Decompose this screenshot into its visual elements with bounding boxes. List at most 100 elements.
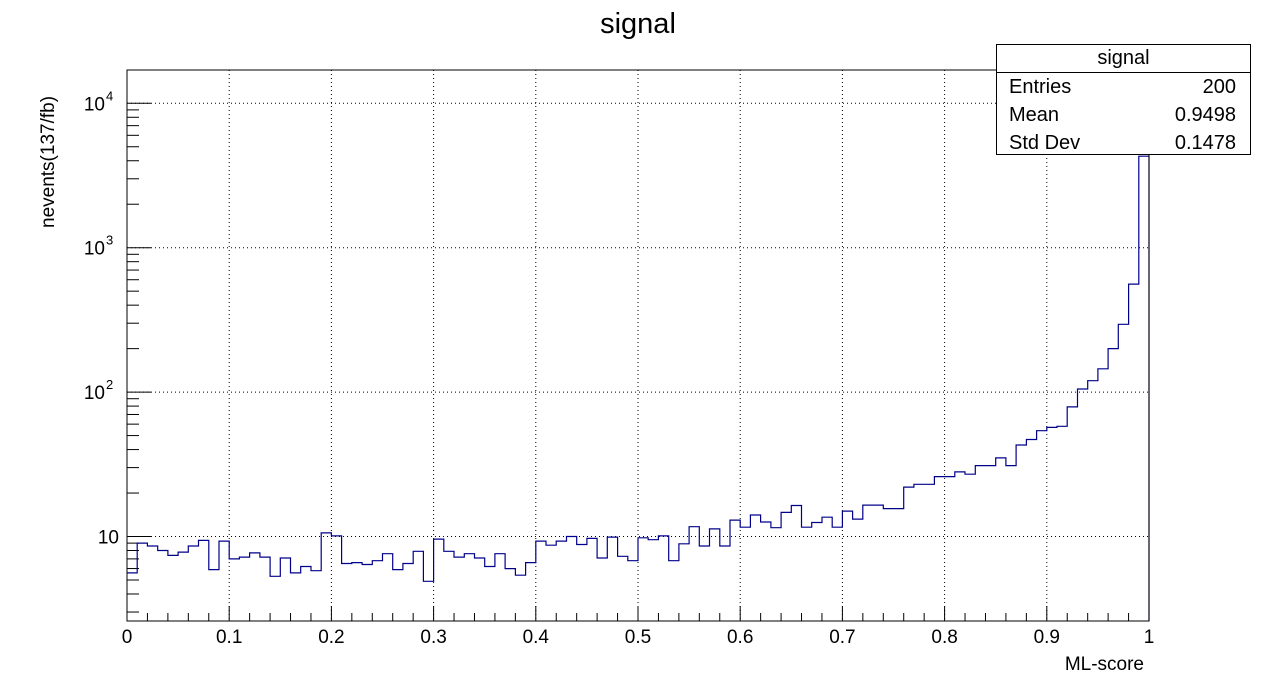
histogram-bin [771,528,781,621]
histogram-bin [474,558,484,621]
stats-label-stddev: Std Dev [1009,132,1081,154]
histogram-bin [209,570,219,621]
x-tick-label: 0.6 [727,627,753,648]
chart-title: signal [600,8,676,40]
y-tick-exponent: 2 [106,377,113,392]
histogram-bin [730,520,740,621]
histogram-bin [485,566,495,621]
stats-value-mean: 0.9498 [1174,104,1236,126]
histogram-bin [1129,284,1139,621]
histogram-bin [1108,349,1118,621]
x-tick-label: 0.8 [931,627,957,648]
histogram-bin [924,484,934,621]
histogram-bin [1047,427,1057,621]
histogram-bin [1139,156,1149,621]
histogram-bin [280,558,290,621]
y-axis-label: nevents(137/fb) [38,96,59,228]
x-axis-label: ML-score [1065,654,1144,675]
histogram-bin [413,551,423,621]
histogram-bin [965,474,975,621]
histogram-bin [219,541,229,621]
y-tick-exponent: 4 [106,88,113,103]
histogram-bin [383,554,393,621]
histogram-bin [505,569,515,621]
histogram-bin [934,477,944,621]
histogram-bin [894,509,904,621]
x-tick-label: 0.4 [523,627,550,648]
histogram-bin [423,581,433,621]
histogram-bin [372,561,382,621]
histogram-bin [454,557,464,621]
histogram-bin [301,566,311,621]
y-tick-label: 10 [84,383,105,404]
histogram-bin [822,517,832,621]
histogram-bin [147,546,157,621]
histogram-bin [1026,439,1036,621]
histogram-bin [618,556,628,621]
histogram-bin [168,555,178,621]
y-tick-label: 10 [98,528,119,549]
histogram-bin [556,541,566,621]
histogram-bin [260,557,270,621]
histogram-bin [750,515,760,621]
histogram-bin [199,540,209,621]
histogram-bin [434,539,444,621]
stats-row-mean: Mean 0.9498 [997,101,1250,129]
histogram-bin [362,565,372,621]
histogram-bin [791,505,801,621]
histogram-bin [710,529,720,621]
histogram-bin [904,487,914,621]
stats-value-stddev: 0.1478 [1174,132,1236,154]
histogram-bin [842,511,852,621]
histogram-bin [239,557,249,621]
histogram-bin [607,537,617,621]
histogram-bin [137,543,147,621]
histogram-outline [127,155,1150,621]
histogram-bin [873,505,883,621]
x-tick-label: 0.2 [318,627,344,648]
histogram-bin [648,540,658,621]
y-tick-exponent: 3 [106,233,113,248]
histogram-bin [1088,381,1098,621]
histogram-bin [311,571,321,621]
histogram-bin [658,536,668,621]
x-tick-label: 0.3 [420,627,446,648]
histogram-bin [689,527,699,621]
stats-box: signal Entries 200 Mean 0.9498 Std Dev 0… [996,44,1251,155]
y-tick-label: 10 [84,94,105,115]
plot-frame [126,69,1150,622]
histogram-bin [638,538,648,621]
stats-label-entries: Entries [1009,76,1072,98]
histogram-bin [536,541,546,621]
histogram-bin [526,563,536,621]
stats-row-stddev: Std Dev 0.1478 [997,129,1250,157]
histogram-bin [863,505,873,621]
histogram-bin [802,527,812,621]
x-tick-label: 1 [1144,627,1155,648]
histogram-bin [832,527,842,621]
histogram-bin [1016,445,1026,621]
histogram-bin [1006,466,1016,621]
histogram-bin [127,573,137,621]
stats-row-entries: Entries 200 [997,73,1250,101]
histogram-bin [883,509,893,621]
histogram-bin [781,512,791,621]
x-tick-label: 0.7 [829,627,855,648]
histogram-bin [587,538,597,621]
histogram-bin [914,484,924,621]
histogram-bin [669,561,679,621]
histogram-bin [342,564,352,621]
histogram-bin [955,472,965,621]
histogram-bin [444,551,454,621]
histogram-bin [740,527,750,621]
histogram-bin [577,545,587,621]
plot-border [126,69,1150,622]
histogram-bin [546,545,556,621]
histogram-bin [566,537,576,621]
histogram-bins [127,155,1150,621]
histogram-bin [1077,389,1087,621]
histogram-bin [291,573,301,621]
histogram-bin [945,477,955,621]
